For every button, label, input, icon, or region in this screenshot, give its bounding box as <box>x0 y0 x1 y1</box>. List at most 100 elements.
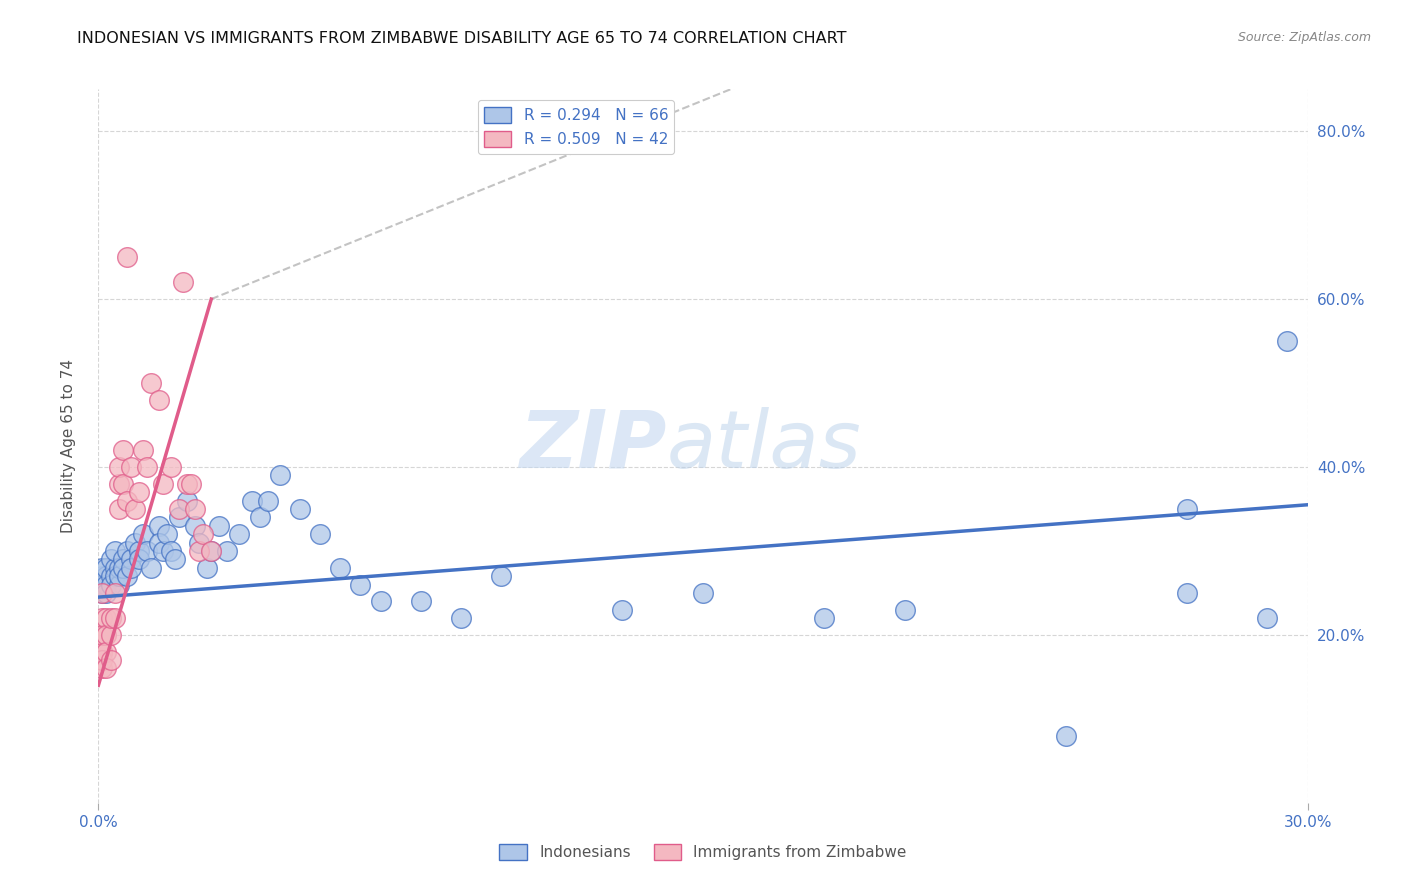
Point <box>107 560 129 574</box>
Point <box>1054 729 1077 743</box>
Point <box>103 544 125 558</box>
Point <box>100 611 122 625</box>
Point <box>120 552 142 566</box>
Point <box>96 645 118 659</box>
Point <box>111 476 134 491</box>
Point <box>91 628 114 642</box>
Point <box>893 603 915 617</box>
Point <box>1277 334 1299 348</box>
Point <box>115 250 138 264</box>
Point <box>103 586 125 600</box>
Point <box>240 493 263 508</box>
Text: Source: ZipAtlas.com: Source: ZipAtlas.com <box>1237 31 1371 45</box>
Point <box>139 560 162 574</box>
Point <box>491 569 513 583</box>
Point <box>813 611 835 625</box>
Point <box>91 628 114 642</box>
Point <box>163 552 186 566</box>
Point <box>132 443 155 458</box>
Point <box>200 544 222 558</box>
Text: ZIP: ZIP <box>519 407 666 485</box>
Point <box>100 552 122 566</box>
Point <box>152 476 174 491</box>
Point <box>249 510 271 524</box>
Point <box>160 544 183 558</box>
Point <box>96 569 118 583</box>
Point <box>148 535 170 549</box>
Point <box>176 476 198 491</box>
Point <box>124 535 146 549</box>
Point <box>135 544 157 558</box>
Point <box>91 577 114 591</box>
Point <box>692 586 714 600</box>
Point <box>111 560 134 574</box>
Point <box>115 493 138 508</box>
Point <box>309 527 332 541</box>
Point <box>107 502 129 516</box>
Point <box>135 460 157 475</box>
Point <box>96 628 118 642</box>
Point <box>91 586 114 600</box>
Point <box>107 577 129 591</box>
Point <box>128 485 150 500</box>
Y-axis label: Disability Age 65 to 74: Disability Age 65 to 74 <box>60 359 76 533</box>
Point <box>91 611 114 625</box>
Point <box>128 552 150 566</box>
Point <box>120 560 142 574</box>
Point <box>329 560 352 574</box>
Point <box>148 392 170 407</box>
Point <box>91 577 114 591</box>
Point <box>228 527 250 541</box>
Point <box>91 560 114 574</box>
Point <box>107 476 129 491</box>
Point <box>349 577 371 591</box>
Point <box>176 493 198 508</box>
Point <box>107 569 129 583</box>
Point <box>103 560 125 574</box>
Point <box>139 376 162 390</box>
Point <box>96 586 118 600</box>
Text: atlas: atlas <box>666 407 862 485</box>
Legend: Indonesians, Immigrants from Zimbabwe: Indonesians, Immigrants from Zimbabwe <box>494 838 912 866</box>
Point <box>100 569 122 583</box>
Point <box>188 535 211 549</box>
Point <box>115 569 138 583</box>
Point <box>256 493 278 508</box>
Point <box>1256 611 1278 625</box>
Point <box>103 611 125 625</box>
Point <box>100 577 122 591</box>
Point <box>1175 502 1198 516</box>
Point <box>124 502 146 516</box>
Point <box>450 611 472 625</box>
Point <box>612 603 634 617</box>
Point <box>148 518 170 533</box>
Point <box>208 518 231 533</box>
Point <box>152 544 174 558</box>
Point <box>103 569 125 583</box>
Point <box>200 544 222 558</box>
Point <box>156 527 179 541</box>
Point <box>269 468 291 483</box>
Point <box>217 544 239 558</box>
Point <box>91 569 114 583</box>
Point <box>96 611 118 625</box>
Point <box>91 645 114 659</box>
Point <box>120 460 142 475</box>
Point <box>100 653 122 667</box>
Point <box>107 460 129 475</box>
Point <box>132 527 155 541</box>
Point <box>96 560 118 574</box>
Point <box>100 628 122 642</box>
Point <box>195 560 218 574</box>
Point <box>1175 586 1198 600</box>
Point <box>167 502 190 516</box>
Text: INDONESIAN VS IMMIGRANTS FROM ZIMBABWE DISABILITY AGE 65 TO 74 CORRELATION CHART: INDONESIAN VS IMMIGRANTS FROM ZIMBABWE D… <box>77 31 846 46</box>
Point <box>91 653 114 667</box>
Point <box>160 460 183 475</box>
Point <box>91 645 114 659</box>
Point <box>91 645 114 659</box>
Point <box>184 502 207 516</box>
Point <box>96 661 118 675</box>
Point <box>180 476 202 491</box>
Point <box>91 661 114 675</box>
